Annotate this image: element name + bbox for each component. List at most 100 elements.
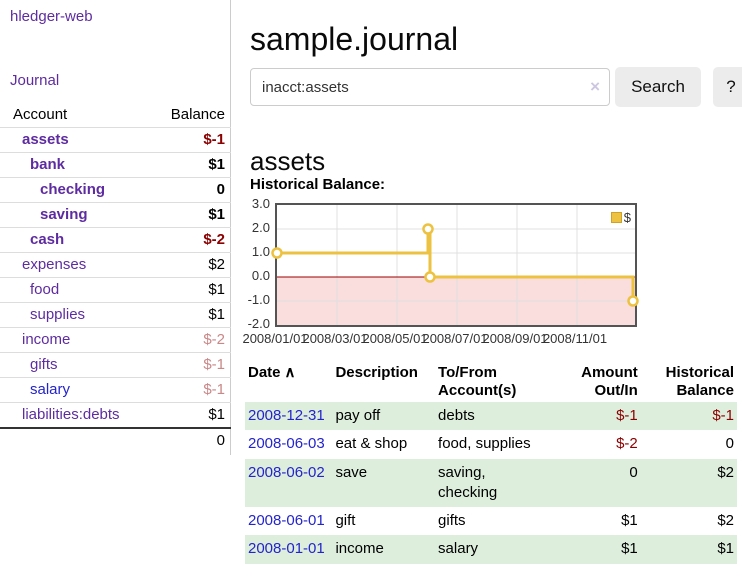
legend-label: $ [623,210,631,225]
account-row: cash $-2 [0,227,231,253]
transaction-description: eat & shop [335,435,408,453]
col-description[interactable]: Description [335,364,418,381]
account-link-bank[interactable]: bank [30,156,66,173]
transaction-balance: $-1 [712,407,734,424]
y-tick: 3.0 [251,196,270,211]
register-table: Date ∧ Description To/From Account(s) Amo… [245,362,737,564]
x-tick: 2008/07/01 [422,331,488,346]
register-row: 2008-06-02 save saving, checking 0 $2 [245,458,737,507]
account-row: income $-2 [0,327,231,353]
transaction-description: income [335,540,384,558]
transaction-description: pay off [335,407,381,424]
register-row: 2008-12-31 pay off debts $-1 $-1 [245,402,737,431]
transaction-date-link[interactable]: 2008-01-01 [248,540,325,558]
account-balance: $1 [153,402,231,428]
account-link-salary[interactable]: salary [30,381,71,398]
x-tick: 2008/09/01 [482,331,548,346]
accounts-col-account: Account [13,106,68,123]
transaction-description: save [335,463,368,481]
accounts-total-row: 0 [0,427,231,453]
search-help-button[interactable]: ? [713,67,742,107]
transaction-amount: $-1 [616,407,638,424]
account-page-title: assets [250,145,326,176]
transaction-accounts: debts [438,407,475,424]
account-balance: $-1 [153,377,231,403]
transaction-balance: 0 [725,435,734,453]
account-balance: $-2 [153,327,231,353]
account-link-food[interactable]: food [30,281,60,298]
transaction-balance: $2 [717,512,734,529]
account-balance: $-2 [153,227,231,253]
transaction-amount: $1 [621,512,638,529]
transaction-date-link[interactable]: 2008-06-01 [248,512,325,529]
register-header-row: Date ∧ Description To/From Account(s) Amo… [245,362,737,402]
x-tick: 2008/03/01 [302,331,368,346]
transaction-amount: $1 [621,540,638,558]
accounts-col-balance: Balance [170,106,225,123]
account-row: gifts $-1 [0,352,231,378]
transaction-date-link[interactable]: 2008-12-31 [248,407,325,424]
transaction-amount: $-2 [616,435,638,453]
account-link-supplies[interactable]: supplies [30,306,86,323]
account-link-liabilities-debts[interactable]: liabilities:debts [22,406,120,423]
y-tick: 1.0 [251,244,270,259]
col-amount[interactable]: Amount Out/In [581,364,638,399]
search-box: × [250,68,610,106]
legend-swatch-icon [610,212,622,223]
register-row: 2008-06-03 eat & shop food, supplies $-2… [245,430,737,458]
y-tick: -2.0 [247,316,270,331]
transaction-date-link[interactable]: 2008-06-02 [248,463,325,481]
chart-canvas [271,205,639,325]
account-link-cash[interactable]: cash [30,231,65,248]
x-tick: 2008/05/01 [362,331,428,346]
chart-legend: $ [610,210,631,225]
account-row: assets $-1 [0,127,231,153]
data-point-markers [271,223,639,307]
register-row: 2008-01-01 income salary $1 $1 [245,535,737,564]
account-link-checking[interactable]: checking [40,181,106,198]
search-input[interactable] [250,68,610,106]
account-row: checking 0 [0,177,231,203]
transaction-accounts: gifts [438,512,466,529]
x-tick: 2008/01/01 [242,331,308,346]
transaction-date-link[interactable]: 2008-06-03 [248,435,325,453]
account-row: saving $1 [0,202,231,228]
app-title-link[interactable]: hledger-web [10,8,93,25]
account-balance: $1 [153,302,231,328]
col-date[interactable]: Date ∧ [248,364,296,381]
account-link-gifts[interactable]: gifts [30,356,58,373]
transaction-amount: 0 [629,463,638,481]
transaction-accounts: salary [438,540,479,558]
account-row: expenses $2 [0,252,231,278]
account-balance: $-1 [153,352,231,378]
transaction-balance: $1 [717,540,734,558]
account-link-saving[interactable]: saving [40,206,88,223]
page-title: sample.journal [250,21,459,58]
sidebar-item-journal[interactable]: Journal [10,72,60,89]
register-row: 2008-06-01 gift gifts $1 $2 [245,507,737,535]
account-row: liabilities:debts $1 [0,402,231,428]
x-tick: 2008/11/01 [542,331,608,346]
account-link-income[interactable]: income [22,331,71,348]
historical-balance-chart: 3.0 2.0 1.0 0.0 -1.0 -2.0 [242,196,641,349]
accounts-header-row: Account Balance [0,103,231,128]
col-balance[interactable]: Historical Balance [665,364,734,399]
y-tick: 2.0 [251,220,270,235]
chart-title: Historical Balance: [250,176,386,193]
transaction-description: gift [335,512,356,529]
chart-plot-area: $ [271,203,639,327]
account-row: supplies $1 [0,302,231,328]
accounts-table: Account Balance assets $-1 bank $1 check… [0,103,231,453]
clear-search-icon[interactable]: × [590,77,600,96]
transaction-accounts: food, supplies [438,435,531,453]
account-row: food $1 [0,277,231,303]
account-balance: 0 [153,177,231,203]
search-button[interactable]: Search [615,67,701,107]
y-tick: -1.0 [247,292,270,307]
account-row: salary $-1 [0,377,231,403]
col-accounts[interactable]: To/From Account(s) [438,364,517,399]
sort-asc-icon: ∧ [284,364,296,381]
account-link-assets[interactable]: assets [22,131,69,148]
account-link-expenses[interactable]: expenses [22,256,87,273]
account-row: bank $1 [0,152,231,178]
